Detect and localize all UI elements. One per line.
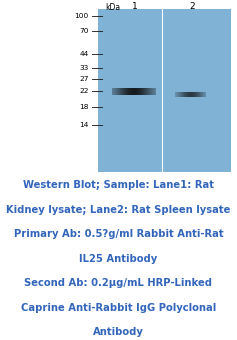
Text: 22: 22: [79, 88, 89, 94]
Text: 1: 1: [132, 2, 138, 11]
Text: IL25 Antibody: IL25 Antibody: [79, 254, 158, 264]
Text: Primary Ab: 0.5?g/ml Rabbit Anti-Rat: Primary Ab: 0.5?g/ml Rabbit Anti-Rat: [14, 229, 223, 239]
Text: 70: 70: [79, 28, 89, 34]
Text: 33: 33: [80, 65, 89, 71]
Text: 2: 2: [189, 2, 195, 11]
Text: 27: 27: [79, 76, 89, 82]
Text: kDa: kDa: [105, 3, 120, 12]
Text: Caprine Anti-Rabbit IgG Polyclonal: Caprine Anti-Rabbit IgG Polyclonal: [21, 303, 216, 312]
Text: 14: 14: [79, 122, 89, 128]
Text: Second Ab: 0.2μg/mL HRP-Linked: Second Ab: 0.2μg/mL HRP-Linked: [24, 278, 213, 288]
Text: Western Blot; Sample: Lane1: Rat: Western Blot; Sample: Lane1: Rat: [23, 180, 214, 190]
Text: Kidney lysate; Lane2: Rat Spleen lysate: Kidney lysate; Lane2: Rat Spleen lysate: [6, 205, 231, 215]
Bar: [98, 8, 231, 172]
Text: 18: 18: [79, 104, 89, 110]
Text: Antibody: Antibody: [93, 327, 144, 337]
Text: 44: 44: [80, 51, 89, 57]
Text: 100: 100: [75, 13, 89, 19]
